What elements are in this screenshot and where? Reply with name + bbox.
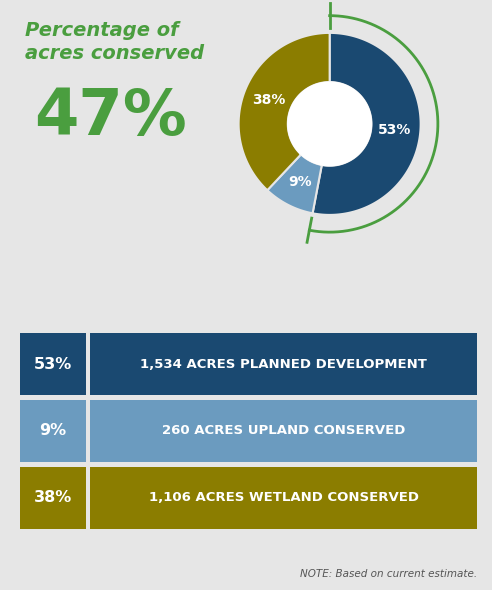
Text: 53%: 53%	[378, 123, 412, 137]
Bar	[20, 333, 86, 395]
Polygon shape	[239, 33, 330, 190]
Bar	[20, 467, 86, 529]
Text: 1,106 ACRES WETLAND CONSERVED: 1,106 ACRES WETLAND CONSERVED	[149, 491, 419, 504]
Text: 38%: 38%	[34, 490, 72, 505]
Bar	[90, 333, 477, 395]
Text: 9%: 9%	[39, 424, 66, 438]
Text: acres conserved: acres conserved	[25, 44, 204, 63]
Text: 38%: 38%	[252, 93, 285, 107]
Text: 47%: 47%	[34, 86, 187, 148]
Polygon shape	[312, 33, 421, 215]
Text: NOTE: Based on current estimate.: NOTE: Based on current estimate.	[300, 569, 477, 579]
Text: 53%: 53%	[34, 357, 72, 372]
Text: 1,534 ACRES PLANNED DEVELOPMENT: 1,534 ACRES PLANNED DEVELOPMENT	[140, 358, 427, 371]
Bar	[90, 467, 477, 529]
Polygon shape	[288, 82, 371, 166]
Text: Percentage of: Percentage of	[25, 21, 178, 40]
Polygon shape	[267, 155, 322, 214]
Bar	[20, 400, 86, 462]
Bar	[90, 400, 477, 462]
Text: 9%: 9%	[288, 175, 312, 189]
Text: 260 ACRES UPLAND CONSERVED: 260 ACRES UPLAND CONSERVED	[162, 424, 405, 438]
